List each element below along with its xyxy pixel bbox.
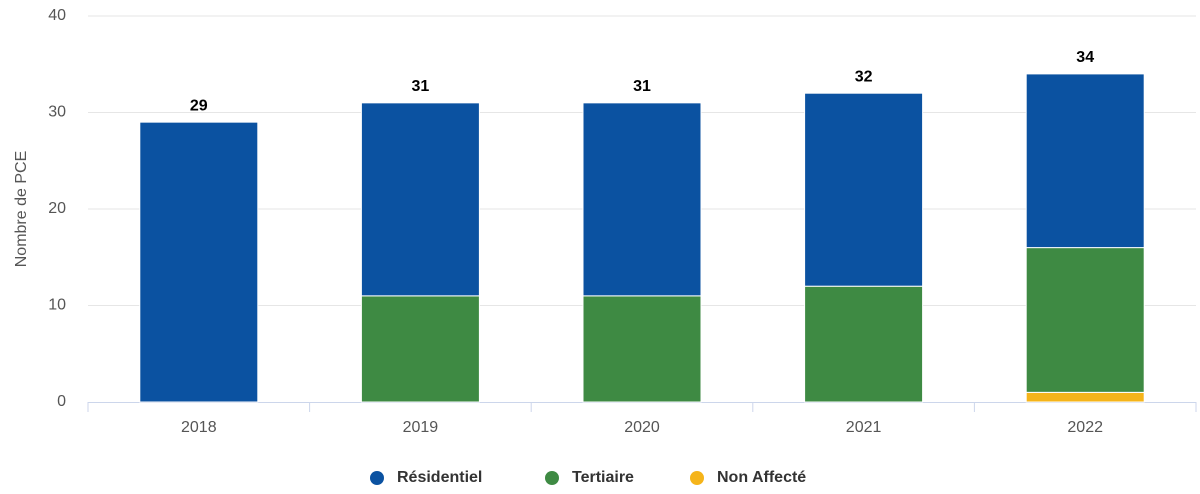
total-label: 31	[633, 78, 651, 95]
legend-label: Résidentiel	[397, 469, 482, 486]
y-tick-label: 0	[57, 393, 66, 410]
legend-marker	[370, 471, 384, 485]
bar-segment	[804, 92, 924, 287]
bar-segment	[1025, 73, 1145, 249]
legend-label: Tertiaire	[572, 469, 634, 486]
bar-segment	[1025, 247, 1145, 393]
bar-segment	[804, 285, 924, 403]
x-tick-label: 2019	[403, 419, 439, 436]
legend-marker	[545, 471, 559, 485]
bar-segment	[582, 295, 702, 403]
bar-segment	[1025, 391, 1145, 403]
total-label: 32	[855, 68, 873, 85]
total-label: 29	[190, 97, 208, 114]
total-label: 31	[412, 78, 430, 95]
bar-segment	[360, 102, 480, 297]
bar-segment	[360, 295, 480, 403]
x-tick-label: 2018	[181, 419, 217, 436]
y-tick-label: 20	[48, 200, 66, 217]
y-tick-label: 30	[48, 104, 66, 121]
legend-label: Non Affecté	[717, 469, 806, 486]
y-tick-label: 40	[48, 7, 66, 24]
x-tick-label: 2020	[624, 419, 660, 436]
y-axis-label: Nombre de PCE	[13, 151, 30, 268]
y-tick-label: 10	[48, 297, 66, 314]
x-tick-label: 2021	[846, 419, 882, 436]
legend-marker	[690, 471, 704, 485]
x-tick-label: 2022	[1067, 419, 1103, 436]
bar-segment	[139, 121, 259, 403]
total-label: 34	[1076, 49, 1094, 66]
bar-segment	[582, 102, 702, 297]
